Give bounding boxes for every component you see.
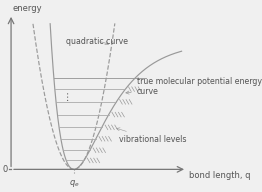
Text: true molecular potential energy
curve: true molecular potential energy curve xyxy=(126,77,262,96)
Text: quadratic curve: quadratic curve xyxy=(66,37,128,46)
Text: bond length, q: bond length, q xyxy=(189,171,250,180)
Text: vibrational levels: vibrational levels xyxy=(117,128,186,144)
Text: 0: 0 xyxy=(2,165,8,174)
Text: ⋯: ⋯ xyxy=(63,91,73,100)
Text: energy: energy xyxy=(13,4,42,13)
Text: $q_e$: $q_e$ xyxy=(69,178,79,189)
